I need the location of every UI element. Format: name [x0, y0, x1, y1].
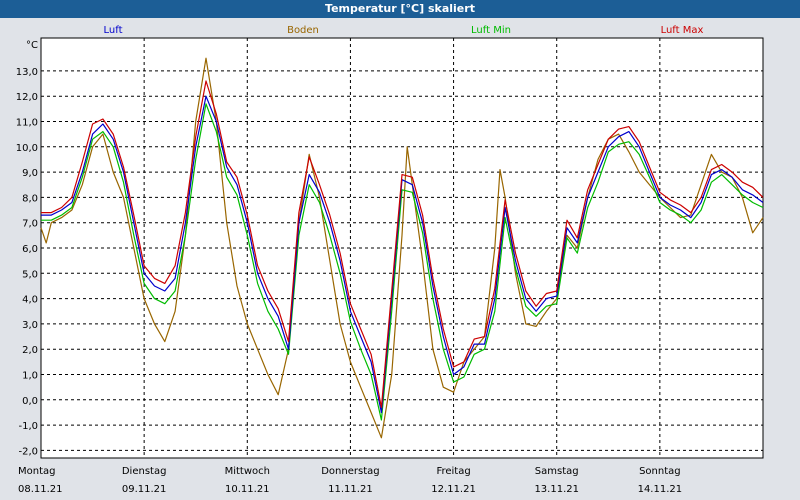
y-axis-unit: °C — [26, 40, 38, 51]
chart-title: Temperatur [°C] skaliert — [0, 0, 800, 18]
y-tick-label: 13,0 — [16, 67, 38, 78]
grid — [41, 38, 763, 458]
day-weekday-label: Freitag — [436, 466, 470, 477]
day-weekday-label: Samstag — [535, 466, 579, 477]
day-date-label: 14.11.21 — [638, 484, 683, 495]
day-weekday-label: Sonntag — [639, 466, 681, 477]
legend-item: Luft — [104, 25, 123, 36]
y-tick-label: 7,0 — [22, 219, 38, 230]
y-tick-label: 4,0 — [22, 295, 38, 306]
series-line-boden — [40, 57, 764, 439]
legend-item: Boden — [287, 25, 319, 36]
y-tick-label: 5,0 — [22, 269, 38, 280]
y-tick-label: -2,0 — [18, 446, 38, 457]
y-tick-label: 10,0 — [16, 143, 38, 154]
y-tick-label: -1,0 — [18, 421, 38, 432]
y-tick-label: 1,0 — [22, 371, 38, 382]
series-lines — [40, 57, 764, 439]
legend: Luft Boden Luft Min Luft Max — [104, 25, 704, 36]
day-date-label: 10.11.21 — [225, 484, 270, 495]
y-axis: -2,0 -1,0 0,0 1,0 2,0 3,0 4,0 5,0 6,0 7,0 8,0 9,0 10… — [16, 67, 38, 458]
temperature-chart: Luft Boden Luft Min Luft Max -2,0 -1,0 0,0 1,0… — [16, 25, 764, 495]
y-tick-label: 3,0 — [22, 320, 38, 331]
day-date-label: 09.11.21 — [122, 484, 167, 495]
day-weekday-label: Montag — [18, 466, 55, 477]
day-weekday-label: Donnerstag — [321, 466, 379, 477]
y-tick-label: 6,0 — [22, 244, 38, 255]
y-tick-label: 8,0 — [22, 193, 38, 204]
legend-item: Luft Min — [471, 25, 511, 36]
x-axis: Montag 08.11.21 Dienstag 09.11.21 Mittwoch 10… — [18, 466, 682, 495]
series-line-luft-max — [41, 80, 764, 408]
day-weekday-label: Dienstag — [122, 466, 167, 477]
series-line-luft-min — [41, 103, 764, 421]
y-tick-label: 11,0 — [16, 117, 38, 128]
day-date-label: 13.11.21 — [534, 484, 579, 495]
y-tick-label: 9,0 — [22, 168, 38, 179]
day-date-label: 08.11.21 — [18, 484, 63, 495]
day-date-label: 11.11.21 — [328, 484, 373, 495]
y-tick-label: 0,0 — [22, 396, 38, 407]
y-tick-label: 12,0 — [16, 92, 38, 103]
y-tick-label: 2,0 — [22, 345, 38, 356]
day-date-label: 12.11.21 — [431, 484, 476, 495]
legend-item: Luft Max — [661, 25, 704, 36]
day-weekday-label: Mittwoch — [225, 466, 270, 477]
